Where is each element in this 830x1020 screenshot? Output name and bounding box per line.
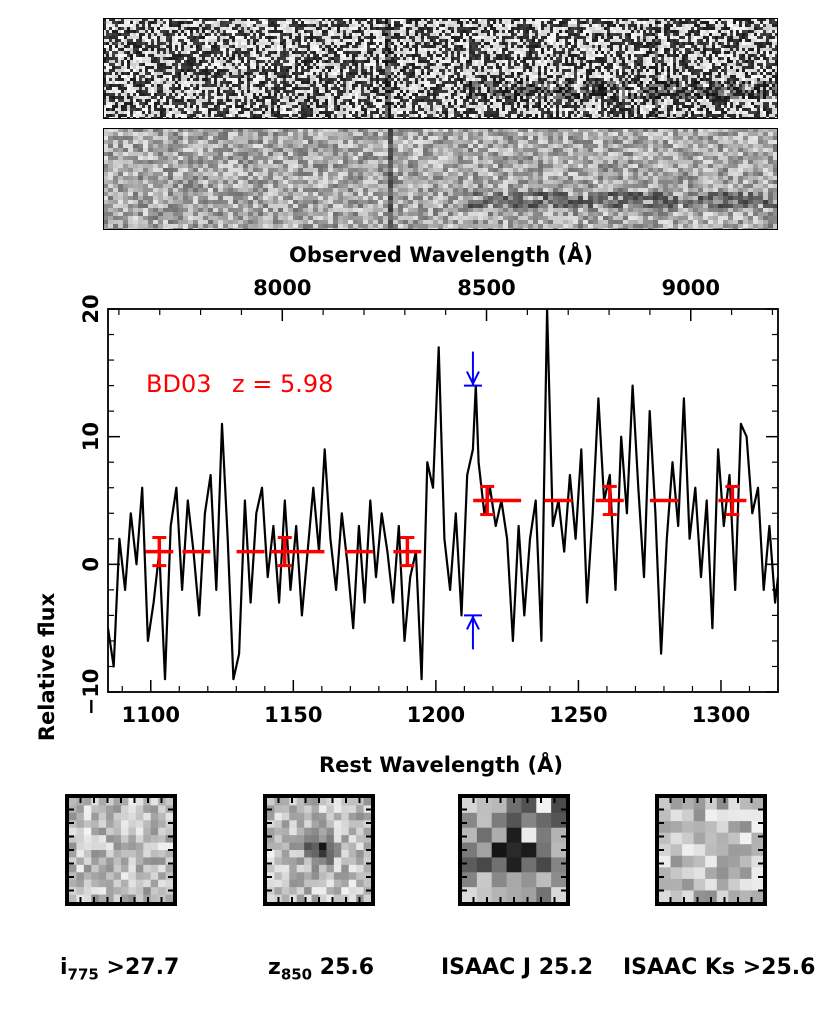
top-tick-label: 8500 xyxy=(457,276,515,300)
y-axis-label: Relative flux xyxy=(35,592,59,741)
binned-point xyxy=(718,484,747,517)
spectrum-2d-smoothed xyxy=(103,128,778,230)
caption-i775: i775 >27.7 xyxy=(60,955,180,984)
x-tick-label: 1150 xyxy=(264,703,322,727)
bottom-axis-label: Rest Wavelength (Å) xyxy=(319,752,563,777)
stamp-z850 xyxy=(263,794,375,906)
x-tick-label: 1100 xyxy=(122,703,180,727)
plot-frame xyxy=(107,308,779,693)
spectrum-line xyxy=(108,309,778,681)
y-tick-label: −10 xyxy=(79,669,103,716)
stamp-i775 xyxy=(65,794,177,906)
binned-point xyxy=(270,536,299,568)
top-tick-label: 8000 xyxy=(253,276,311,300)
noise-smooth xyxy=(103,128,778,230)
caption-isaac-j: ISAAC J 25.2 xyxy=(441,955,594,980)
top-tick-label: 9000 xyxy=(662,276,720,300)
lya-marker-lower xyxy=(463,614,482,650)
object-label: BD03 xyxy=(146,370,211,398)
binned-point xyxy=(473,484,502,517)
binned-point xyxy=(393,536,422,568)
lya-marker-upper xyxy=(463,351,482,387)
x-tick-label: 1300 xyxy=(692,703,750,727)
x-tick-label: 1250 xyxy=(549,703,607,727)
stamp-isaac-ks xyxy=(655,794,767,906)
redshift-label: z = 5.98 xyxy=(232,370,333,398)
spectrum-2d-raw xyxy=(103,18,778,119)
caption-isaac-ks: ISAAC Ks >25.6 xyxy=(623,955,816,980)
stamp-isaac-j xyxy=(458,794,570,906)
binned-point xyxy=(145,536,174,568)
binned-point xyxy=(595,484,624,517)
spectrum-chart: Observed Wavelength (Å) Rest Wavelength … xyxy=(35,242,779,777)
x-tick-label: 1200 xyxy=(407,703,465,727)
top-axis-label: Observed Wavelength (Å) xyxy=(289,242,593,267)
caption-z850: z850 25.6 xyxy=(268,955,375,984)
y-tick-label: 10 xyxy=(79,422,103,451)
y-tick-label: 20 xyxy=(79,294,103,323)
noise-raw xyxy=(103,18,778,119)
y-tick-label: 0 xyxy=(79,557,103,572)
